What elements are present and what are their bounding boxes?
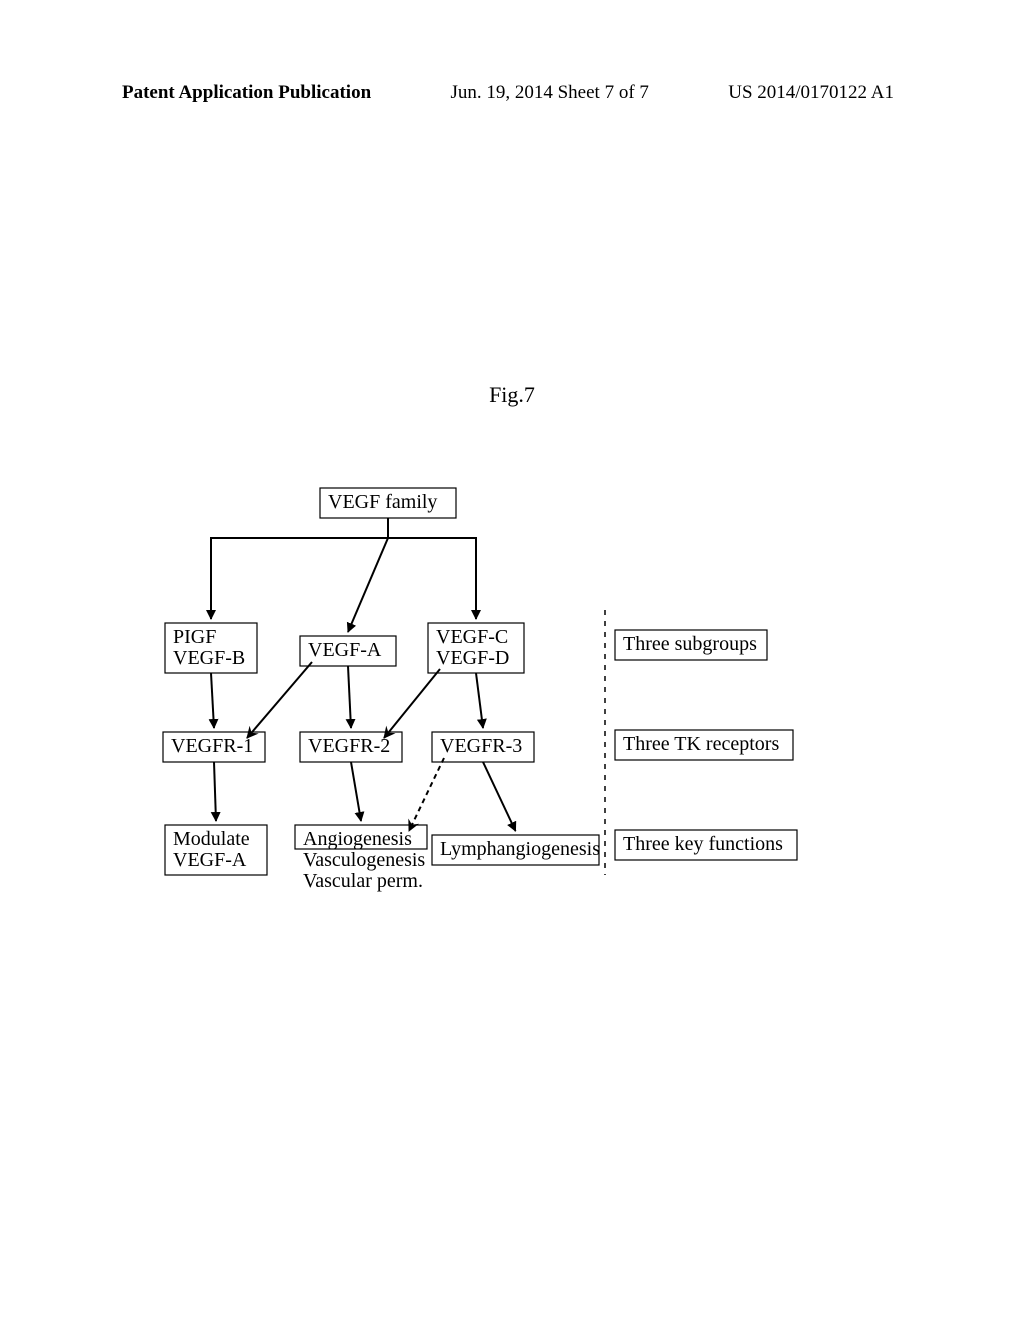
node-text-fun1: VEGF-A — [173, 849, 247, 871]
header-left: Patent Application Publication — [122, 82, 371, 104]
node-text-fun1: Modulate — [173, 828, 250, 850]
node-text-sub1: VEGF-B — [173, 647, 245, 669]
node-text-fun2: Vasculogenesis — [303, 849, 425, 871]
arrow-sub2-rec2 — [348, 666, 351, 728]
node-text-fun2: Angiogenesis — [303, 828, 412, 850]
arrow-rec1-fun1 — [214, 762, 216, 821]
arrow-rec3-fun2 — [409, 758, 444, 831]
header-center: Jun. 19, 2014 Sheet 7 of 7 — [450, 82, 648, 104]
node-text-label1: Three subgroups — [623, 633, 757, 655]
arrow-sub3-rec3 — [476, 673, 483, 728]
node-text-sub3: VEGF-C — [436, 626, 508, 648]
node-text-fun2: Vascular perm. — [303, 870, 423, 892]
arrow-rec3-fun3 — [483, 762, 516, 831]
figure-label: Fig.7 — [0, 382, 1024, 408]
node-text-fun3: Lymphangiogenesis — [440, 838, 600, 860]
node-text-sub1: PIGF — [173, 626, 216, 648]
node-text-rec2: VEGFR-2 — [308, 735, 390, 757]
node-text-label3: Three key functions — [623, 833, 783, 855]
page-header: Patent Application Publication Jun. 19, … — [0, 82, 1024, 104]
flowchart-diagram: VEGF family PIGFVEGF-B VEGF-A VEGF-CVEGF-D V… — [155, 470, 875, 910]
node-text-sub2: VEGF-A — [308, 639, 382, 661]
arrow-rec2-fun2 — [351, 762, 361, 821]
arrow-sub3-rec2 — [384, 669, 440, 738]
header-right: US 2014/0170122 A1 — [728, 82, 894, 104]
node-text-root: VEGF family — [328, 491, 437, 513]
node-text-label2: Three TK receptors — [623, 733, 779, 755]
arrow-sub1-rec1 — [211, 673, 214, 728]
node-text-sub3: VEGF-D — [436, 647, 509, 669]
node-text-rec1: VEGFR-1 — [171, 735, 253, 757]
node-text-rec3: VEGFR-3 — [440, 735, 522, 757]
